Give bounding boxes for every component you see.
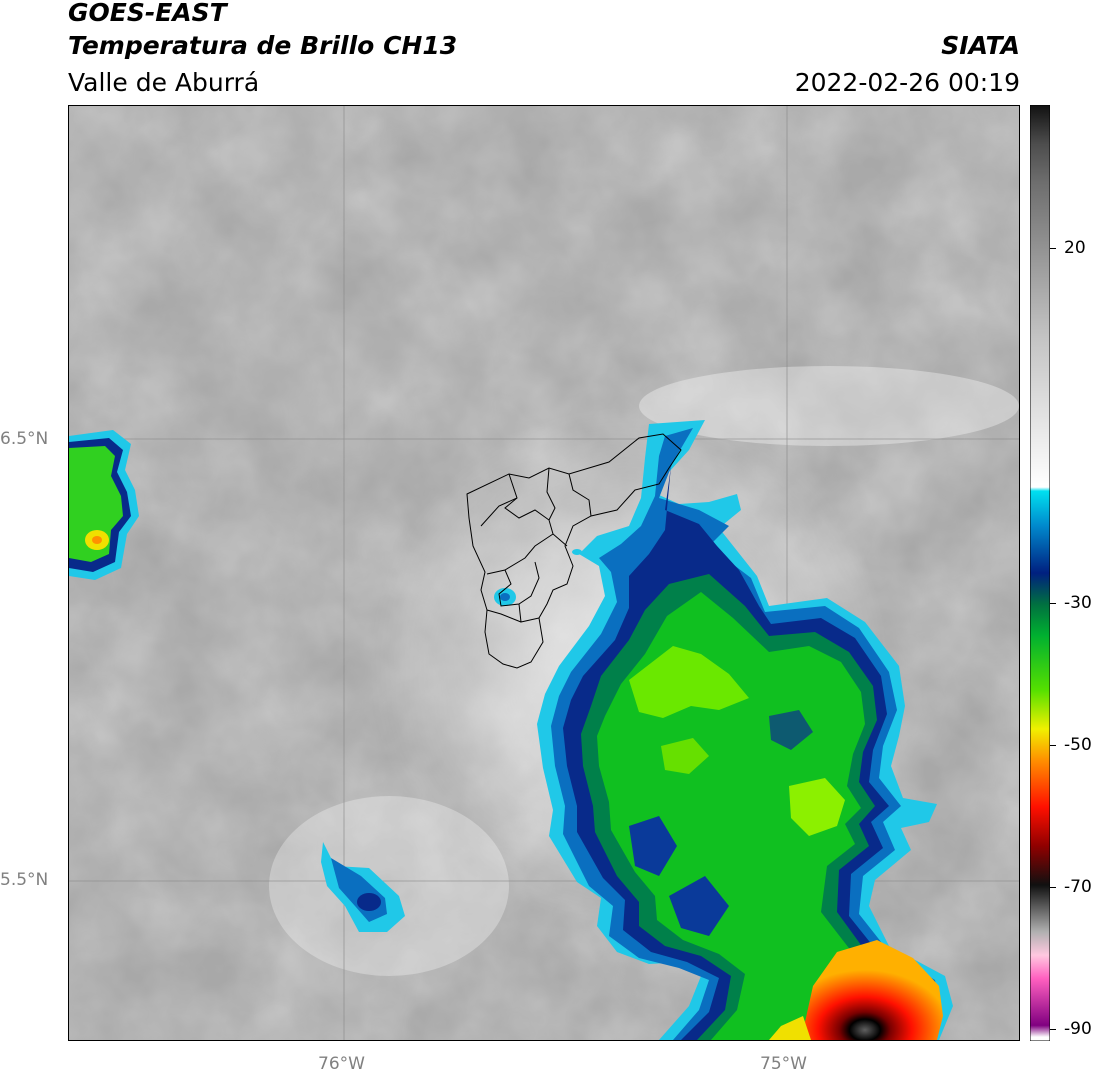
region-label: Valle de Aburrá (68, 68, 260, 97)
small-cold-spot-center (500, 593, 510, 601)
northeast-bright-band (639, 366, 1019, 446)
convective-lime-patch-2 (789, 778, 845, 836)
convective-darkblue-hole-1 (629, 816, 677, 876)
lon-label-76W: 76°W (318, 1054, 365, 1074)
convective-lime-patch-3 (661, 738, 709, 774)
convective-lime-patch-1 (629, 646, 749, 718)
west-cell-orange-spot (92, 536, 102, 544)
main-convective-system (537, 420, 953, 1040)
southwest-bright-patch (269, 796, 509, 976)
colorbar-label-20: 20 (1064, 238, 1086, 258)
convective-darkblue-hole-2 (669, 876, 729, 936)
southwest-cell-darkblue-center (357, 893, 381, 911)
convective-teal-hole (769, 710, 813, 750)
boundary-line-6 (498, 561, 540, 607)
satellite-title: GOES-EAST (68, 0, 227, 27)
boundary-line-2 (546, 467, 556, 521)
boundary-line-3 (568, 473, 592, 517)
small-cold-dot (572, 549, 582, 555)
west-cell-green-core (69, 446, 123, 562)
lat-label-6.5N: 6.5°N (0, 429, 49, 449)
boundary-line-4 (480, 497, 518, 527)
municipal-boundaries (466, 433, 682, 669)
colorbar-label-minus90: -90 (1064, 1019, 1092, 1039)
valle-outline (466, 433, 682, 669)
west-convective-cell (69, 430, 139, 580)
map-panel (68, 105, 1020, 1041)
cold-core-yellow-rim (769, 1016, 811, 1040)
product-title: Temperatura de Brillo CH13 (68, 31, 458, 60)
colorbar-label-minus30: -30 (1064, 593, 1092, 613)
colorbar-tick-minus30 (1050, 603, 1056, 604)
lat-label-5.5N: 5.5°N (0, 870, 49, 890)
colorbar-tick-minus50 (1050, 745, 1056, 746)
cold-core-cell (801, 940, 943, 1040)
brightness-temperature-map (69, 106, 1019, 1040)
datetime-label: 2022-02-26 00:19 (794, 68, 1020, 97)
southwest-small-cell (321, 842, 405, 932)
colorbar-tick-20 (1050, 248, 1056, 249)
colorbar-gradient (1030, 105, 1050, 1041)
lon-label-75W: 75°W (760, 1054, 807, 1074)
boundary-line-1 (504, 473, 568, 547)
agency-label: SIATA (941, 31, 1020, 60)
boundary-line-5 (486, 533, 554, 575)
colorbar-tick-minus70 (1050, 887, 1056, 888)
colorbar-label-minus70: -70 (1064, 877, 1092, 897)
colorbar-label-minus50: -50 (1064, 735, 1092, 755)
boundary-line-8 (486, 609, 522, 623)
colorbar-tick-minus90 (1050, 1029, 1056, 1030)
temperature-colorbar (1030, 105, 1050, 1041)
